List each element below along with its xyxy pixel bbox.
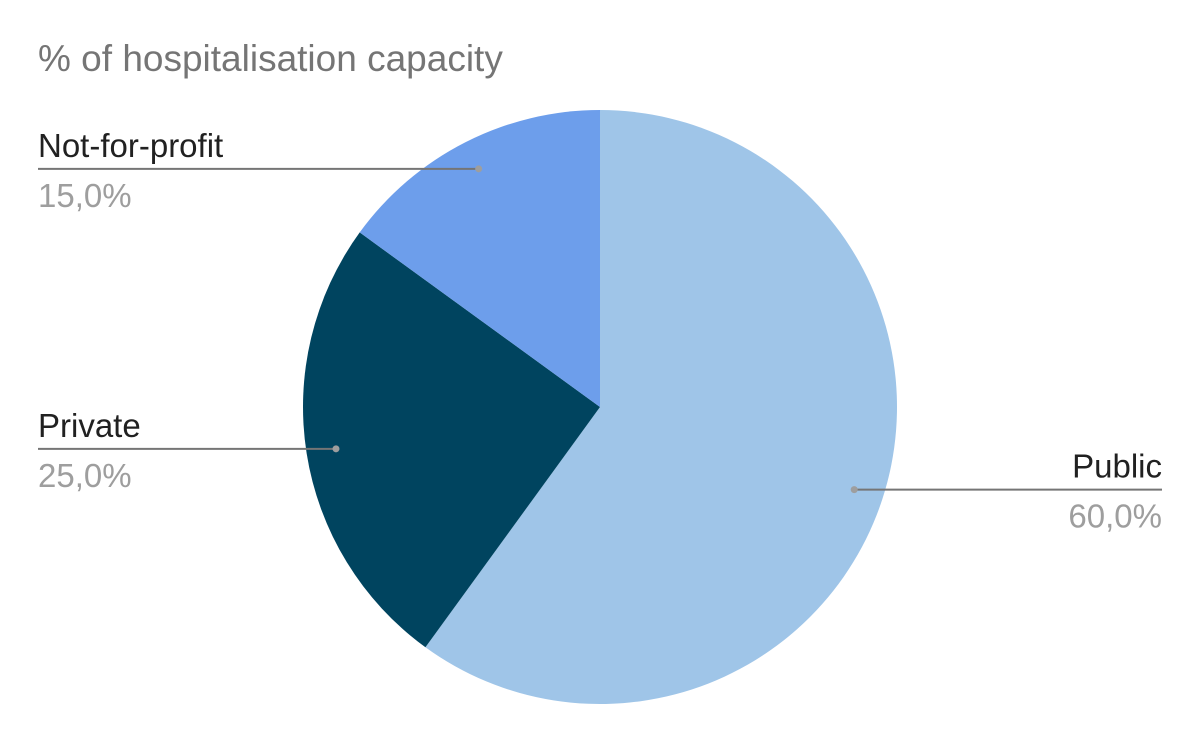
pie-slices bbox=[303, 110, 897, 705]
slice-value-private: 25,0% bbox=[38, 457, 132, 494]
chart-title: % of hospitalisation capacity bbox=[38, 38, 503, 79]
slice-label-not-for-profit: Not-for-profit bbox=[38, 127, 223, 164]
slice-label-public: Public bbox=[1072, 448, 1162, 485]
pie-labels: Public 60,0% Private 25,0% Not-for-profit 15,… bbox=[38, 127, 1162, 535]
slice-value-not-for-profit: 15,0% bbox=[38, 177, 132, 214]
pie-slice-public bbox=[425, 110, 897, 705]
leader-dot-public bbox=[850, 486, 858, 494]
slice-value-public: 60,0% bbox=[1068, 498, 1162, 535]
leader-dot-not-for-profit bbox=[475, 165, 483, 173]
slice-label-private: Private bbox=[38, 407, 141, 444]
pie-slice-private bbox=[303, 232, 600, 648]
leader-dot-private bbox=[332, 445, 340, 453]
pie-slice-not-for-profit bbox=[359, 110, 600, 407]
